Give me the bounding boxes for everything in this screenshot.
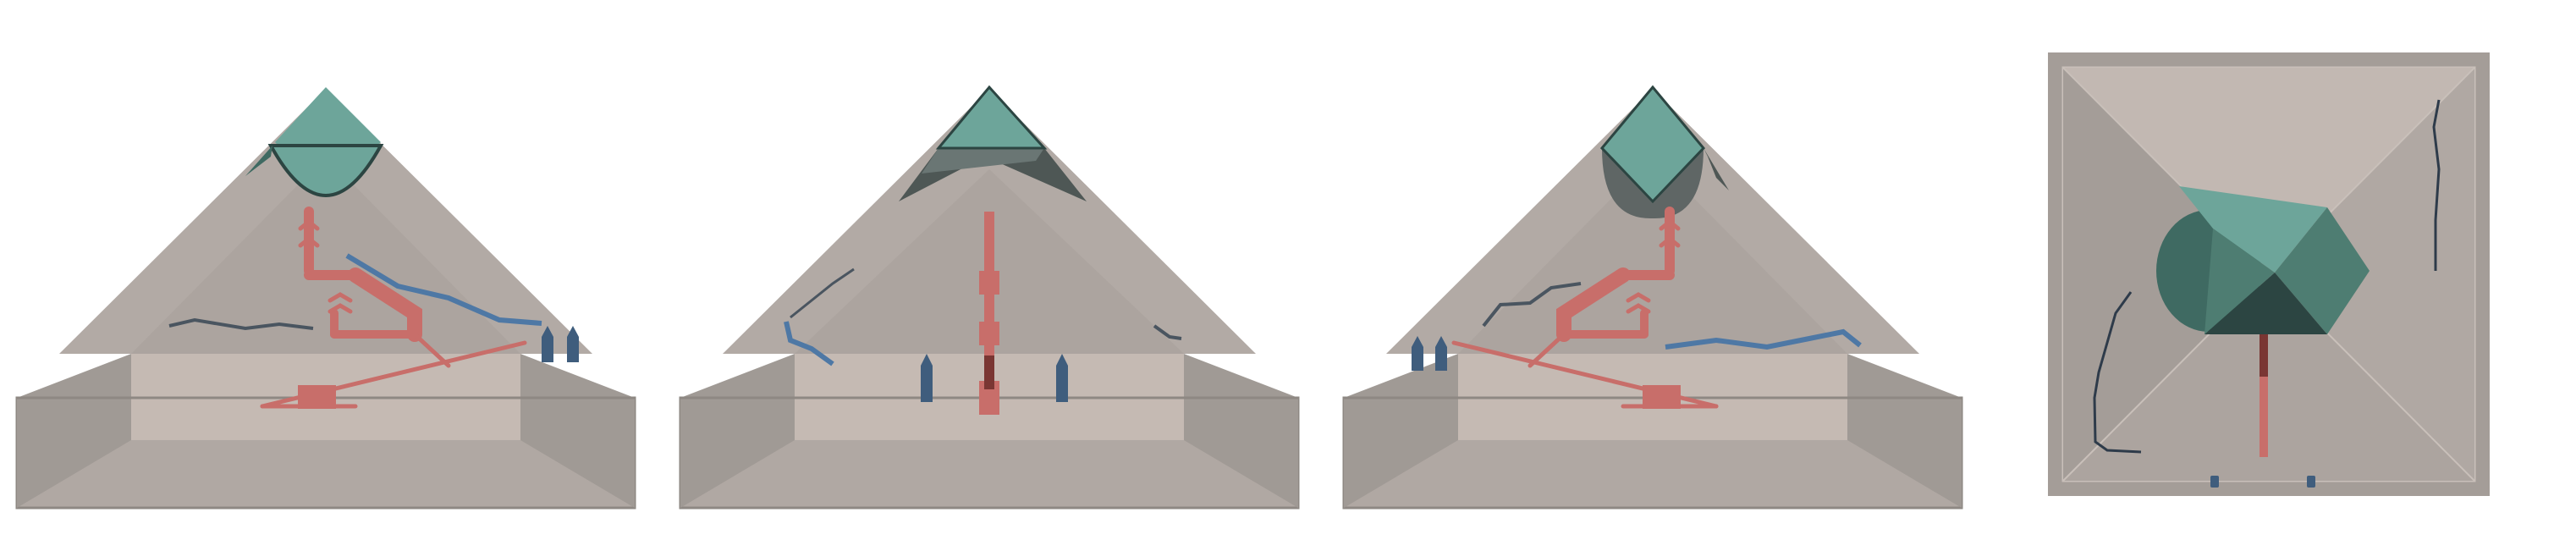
base-right-face (1184, 354, 1298, 508)
fracture (1482, 282, 1582, 328)
base-left-face (17, 354, 131, 508)
capstone (1599, 85, 1706, 204)
fracture (1153, 324, 1182, 340)
cap-shadow (1704, 148, 1729, 190)
cap-shadow (245, 146, 272, 176)
base-right-face (1847, 354, 1962, 508)
central-shaft (979, 212, 999, 415)
base-chamber (1643, 385, 1681, 409)
fracture (345, 253, 542, 326)
fracture (2432, 99, 2441, 271)
plan-face-bottom (2063, 274, 2474, 481)
capstone-face-bottom (2204, 273, 2327, 334)
base-left-face (680, 354, 795, 508)
entrance-posts (921, 354, 1068, 402)
panel-top-plan (2048, 52, 2490, 496)
capstone (935, 85, 1048, 150)
fracture (790, 267, 855, 319)
plan-face-top (2063, 68, 2474, 274)
base-right-face (520, 354, 635, 508)
central-shaft (2260, 330, 2268, 457)
cap-dome (267, 144, 384, 197)
pyramid-inner-face (1458, 157, 1847, 354)
fracture (784, 321, 834, 366)
fracture (1665, 328, 1862, 350)
capstone-face-right (2275, 207, 2370, 334)
entrance-posts (542, 326, 579, 362)
shaft-dark-section (2260, 330, 2268, 377)
capstone-face-top (2179, 186, 2327, 273)
panel-side-section-b (679, 85, 1300, 510)
base-left-face (1344, 354, 1458, 508)
plan-face-right (2269, 68, 2474, 481)
fracture (168, 317, 314, 331)
panel-side-section-c (1342, 85, 1963, 510)
pyramid-inner-face (131, 157, 520, 354)
cap-dome (922, 148, 1044, 174)
base-chamber (298, 385, 336, 409)
capstone-face-left (2204, 229, 2275, 334)
entrance-posts (2210, 476, 2315, 488)
fracture (2093, 291, 2142, 454)
panel-side-section-a (15, 87, 636, 510)
entrance-posts (1412, 336, 1447, 371)
